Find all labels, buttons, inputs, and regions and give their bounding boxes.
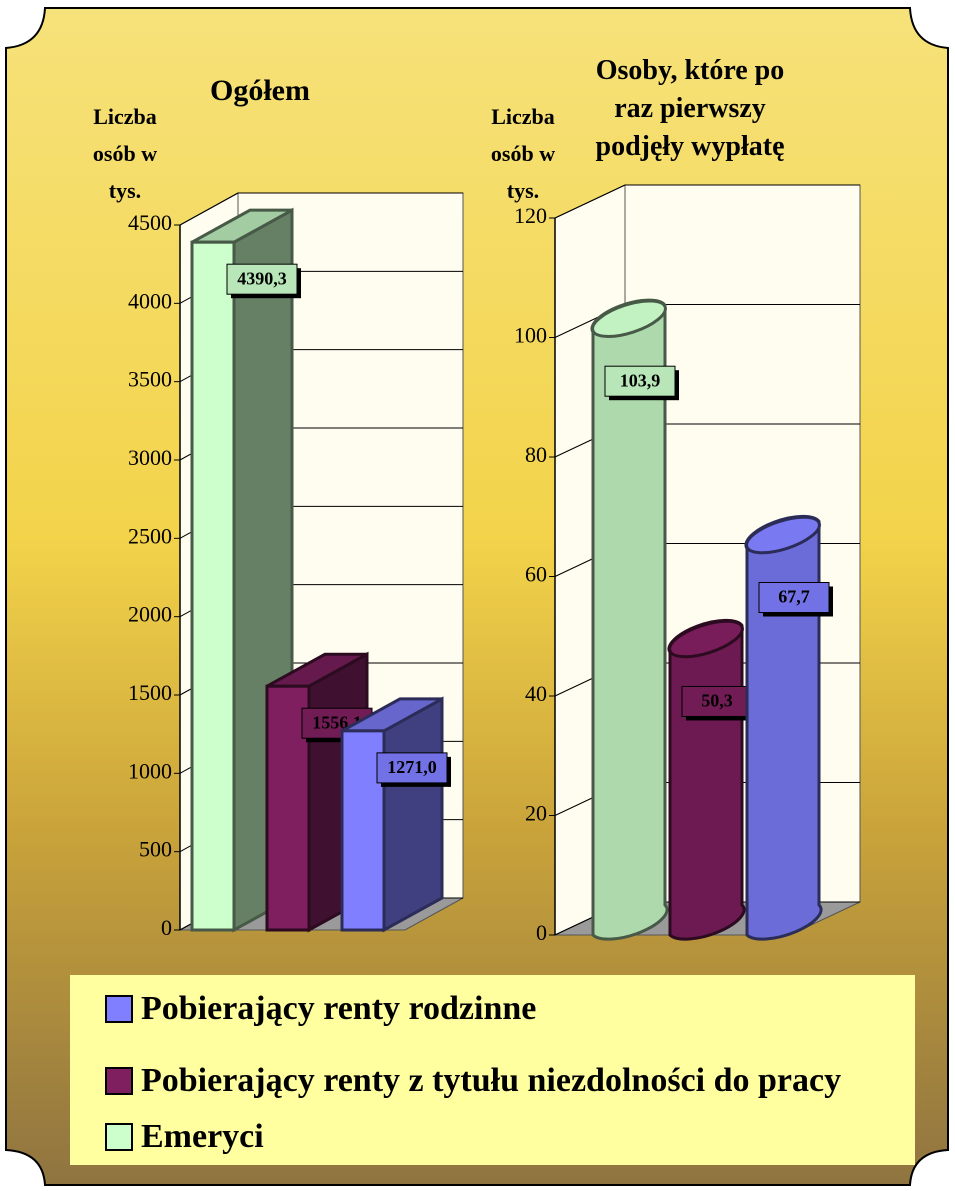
chart-title: Osoby, które po raz pierwszy podjęły wyp… [575,52,805,166]
cylinder [746,516,821,939]
legend-item: Pobierający renty rodzinne [105,990,536,1028]
y-tick-label: 4000 [128,288,172,313]
page: 0500100015002000250030003500400045004390… [0,0,955,1191]
y-axis-label: Liczba osób w tys. [80,98,170,209]
legend-item: Emeryci [105,1118,264,1156]
legend-swatch [105,995,133,1023]
y-tick-label: 80 [525,442,547,467]
y-tick-label: 3500 [128,367,172,392]
y-tick-label: 20 [525,801,547,826]
value-label: 67,7 [778,587,810,607]
y-tick-label: 500 [139,837,172,862]
value-label: 4390,3 [237,268,287,288]
legend-label: Pobierający renty rodzinne [141,990,536,1028]
value-label: 103,9 [620,370,661,390]
cylinder [669,620,744,939]
y-tick-label: 3000 [128,445,172,470]
legend-label: Emeryci [141,1118,264,1156]
y-tick-label: 0 [536,920,547,945]
y-tick-label: 0 [161,915,172,940]
bar-side [384,699,442,930]
y-tick-label: 2000 [128,602,172,627]
y-axis-label: Liczba osób w tys. [478,98,568,209]
chart-title: Ogółem [180,74,340,108]
value-label: 1271,0 [387,757,437,777]
y-tick-label: 2500 [128,523,172,548]
bar [192,242,234,930]
y-tick-label: 4500 [128,210,172,235]
legend-swatch [105,1067,133,1095]
y-tick-label: 40 [525,681,547,706]
y-tick-label: 60 [525,562,547,587]
y-tick-label: 100 [514,323,547,348]
value-label: 50,3 [701,691,733,711]
y-tick-label: 1000 [128,758,172,783]
legend-label: Pobierający renty z tytułu niezdolności … [141,1062,841,1100]
legend-swatch [105,1123,133,1151]
legend-item: Pobierający renty z tytułu niezdolności … [105,1062,841,1100]
y-tick-label: 1500 [128,680,172,705]
